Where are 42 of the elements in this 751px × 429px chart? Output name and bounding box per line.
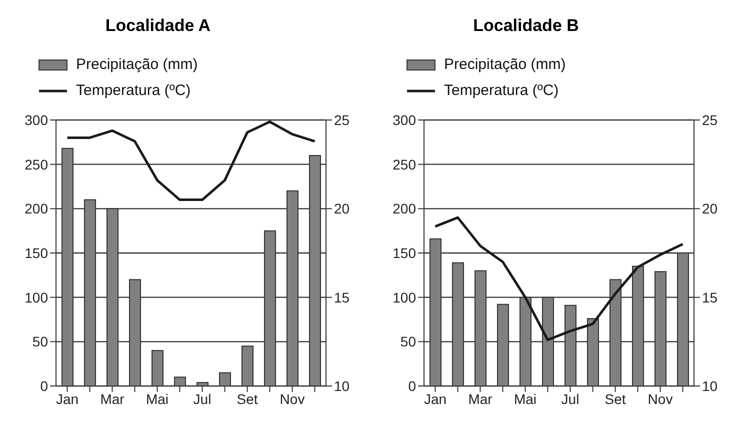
x-tick-label: Jul	[561, 390, 580, 407]
line-series	[434, 216, 684, 342]
y2-tick-label: 25	[702, 112, 718, 128]
chart-title: Localidade B	[472, 16, 580, 36]
y-tick-label: 100	[24, 289, 48, 306]
y2-tick-label: 15	[334, 289, 350, 306]
y2-tick-label: 10	[702, 378, 718, 394]
legend-label: Temperatura (ºC)	[444, 81, 559, 101]
y-tick-label: 0	[40, 378, 48, 394]
y2-tick-label: 20	[334, 200, 350, 217]
x-tick-label: Mar	[468, 390, 493, 407]
x-tick-label: Jan	[56, 390, 79, 407]
y-tick-label: 250	[24, 156, 48, 172]
y-tick-label: 150	[392, 244, 416, 261]
y2-tick-label: 25	[334, 112, 350, 128]
x-tick-label: Set	[236, 390, 258, 407]
x-tick-label: Mai	[514, 390, 537, 407]
x-tick-label: Mai	[146, 390, 169, 407]
x-tick-label: Nov	[280, 390, 305, 407]
y2-tick-label: 15	[702, 289, 718, 306]
y-tick-label: 50	[400, 334, 416, 350]
legend-label: Precipitação (mm)	[76, 55, 198, 75]
y2-tick-label: 20	[702, 200, 718, 217]
y-tick-label: 300	[24, 112, 48, 128]
x-tick-label: Set	[604, 390, 626, 407]
y-tick-label: 50	[32, 334, 48, 350]
y-tick-label: 0	[408, 378, 416, 394]
x-tick-label: Jan	[424, 390, 447, 407]
y-tick-label: 100	[392, 289, 416, 306]
line-series	[66, 120, 316, 202]
legend-label: Temperatura (ºC)	[76, 81, 191, 101]
y-tick-label: 300	[392, 112, 416, 128]
chart-title: Localidade A	[104, 16, 212, 36]
y-tick-label: 200	[24, 200, 48, 217]
legend-label: Precipitação (mm)	[444, 55, 566, 75]
y2-tick-label: 10	[334, 378, 350, 394]
x-tick-label: Jul	[193, 390, 212, 407]
x-tick-label: Nov	[648, 390, 673, 407]
y-tick-label: 200	[392, 200, 416, 217]
y-tick-label: 250	[392, 156, 416, 172]
x-tick-label: Mar	[100, 390, 125, 407]
y-tick-label: 150	[24, 244, 48, 261]
